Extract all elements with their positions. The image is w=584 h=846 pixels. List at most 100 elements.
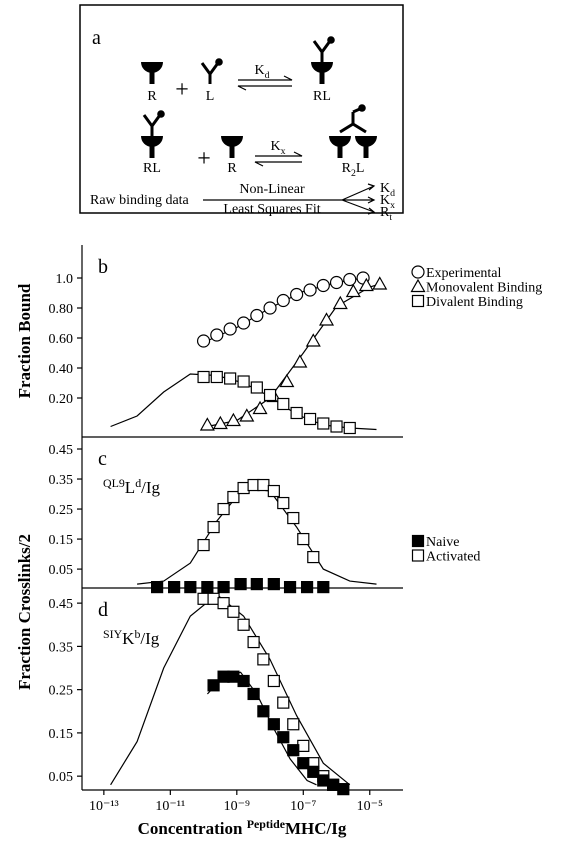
panel-letter: a — [92, 27, 101, 49]
plus: + — [175, 77, 189, 103]
marker — [332, 295, 348, 310]
marker — [184, 580, 197, 594]
fan-arrows — [341, 183, 376, 215]
x-tick-label: 10⁻⁵ — [357, 799, 383, 814]
marker — [330, 420, 343, 433]
marker — [317, 417, 330, 430]
text-run: d — [135, 476, 141, 490]
marker — [317, 580, 330, 594]
legend-marker — [411, 265, 425, 279]
label: R — [227, 161, 237, 176]
marker — [252, 400, 268, 415]
marker — [345, 283, 361, 298]
fit-curve — [137, 487, 377, 585]
legend-label: Activated — [426, 550, 480, 565]
text-run: Concentration — [138, 819, 247, 838]
marker — [212, 415, 228, 430]
x-tick-label: 10⁻⁷ — [290, 799, 316, 814]
fit-curve — [207, 283, 380, 428]
y-tick-label: 0.60 — [49, 332, 74, 347]
legend-marker — [411, 549, 425, 562]
label: Least Squares Fit — [223, 202, 320, 217]
ligand-icon — [312, 34, 337, 64]
marker — [257, 478, 270, 492]
marker — [237, 481, 250, 495]
panel-a-frame — [79, 4, 404, 214]
text-run: L — [125, 478, 135, 497]
text-run: QL9 — [103, 476, 125, 490]
text-run: x — [281, 146, 286, 157]
marker — [318, 312, 335, 326]
marker — [197, 538, 210, 552]
marker — [217, 597, 230, 610]
marker — [297, 532, 310, 546]
label: L — [206, 89, 215, 104]
receptor-icon — [141, 62, 163, 84]
y-tick-label: 1.0 — [56, 272, 74, 287]
marker — [236, 316, 251, 330]
y-tick-label: 0.25 — [49, 503, 74, 518]
marker — [250, 577, 263, 591]
marker — [292, 354, 308, 368]
marker — [237, 618, 250, 631]
annotation: SIYKb/Ig — [103, 627, 160, 648]
rate-constant: Kx — [270, 139, 285, 157]
text-run: K — [254, 63, 264, 78]
marker — [283, 580, 297, 594]
text-run: K — [380, 181, 390, 196]
y-tick-label: 0.20 — [49, 392, 74, 407]
legend-label: Naive — [426, 535, 459, 550]
marker — [267, 718, 280, 731]
annotation: QL9Ld/Ig — [103, 476, 161, 497]
x-tick-label: 10⁻⁹ — [224, 799, 250, 814]
marker — [207, 592, 220, 605]
text-run: SIY — [103, 627, 123, 641]
marker — [329, 275, 344, 290]
legend-label: Monovalent Binding — [426, 281, 542, 296]
marker — [343, 272, 357, 287]
y-tick-label: 0.35 — [49, 640, 74, 655]
y-tick-label: 0.05 — [49, 563, 74, 578]
y-axis-label: Fraction Bound — [15, 283, 34, 398]
legend-marker — [411, 534, 425, 548]
marker — [239, 408, 255, 422]
marker — [257, 705, 270, 718]
marker — [257, 653, 270, 666]
marker — [290, 287, 304, 302]
marker — [168, 580, 181, 594]
marker — [303, 283, 317, 297]
output: Rt — [380, 205, 392, 223]
marker — [267, 577, 280, 591]
text-run: d — [390, 188, 395, 199]
text-run: Peptide — [247, 817, 285, 831]
marker — [327, 778, 340, 791]
marker — [279, 373, 295, 388]
marker — [358, 277, 374, 292]
receptor-icon — [141, 136, 163, 158]
marker — [223, 322, 237, 336]
marker — [297, 739, 310, 752]
marker — [277, 397, 290, 411]
marker — [307, 550, 320, 564]
y-tick-label: 0.40 — [49, 362, 74, 377]
marker — [316, 278, 330, 293]
y-tick-label: 0.15 — [49, 727, 74, 742]
panel-a: a R + L Kd RL RL + R Kx R2L Raw binding … — [79, 4, 404, 223]
text-run: K — [122, 629, 135, 648]
marker — [199, 417, 215, 431]
marker — [337, 783, 350, 796]
marker — [217, 502, 230, 516]
marker — [276, 293, 290, 308]
ligand-icon — [142, 108, 167, 138]
text-run: R — [342, 161, 352, 176]
marker — [207, 679, 220, 692]
output: Kx — [380, 193, 395, 211]
x-axis-label: Concentration PeptideMHC/Ig — [138, 817, 347, 838]
label: RL — [313, 89, 331, 104]
marker — [225, 412, 241, 427]
marker — [267, 674, 280, 688]
y-axis-label: Fraction Crosslinks/2 — [15, 534, 34, 690]
marker — [234, 577, 247, 591]
marker — [247, 635, 260, 649]
output: Kd — [380, 181, 395, 199]
